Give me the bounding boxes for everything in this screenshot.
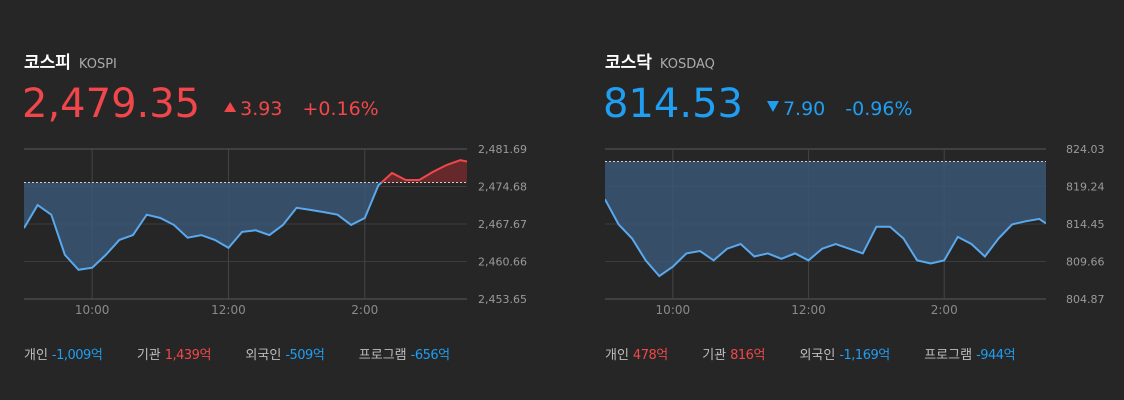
investor-value: -944	[976, 348, 1004, 363]
investor-label: 기관	[702, 348, 726, 363]
investor-value: -1,009	[52, 348, 91, 363]
y-tick-label: 824.03	[1066, 143, 1105, 156]
y-tick-label: 2,453.65	[478, 293, 527, 306]
investor-label: 기관	[137, 348, 161, 363]
y-tick-label: 2,467.67	[478, 218, 527, 231]
investor-value: 816	[730, 348, 754, 363]
x-tick-label: 2:00	[931, 303, 958, 317]
index-code: KOSDAQ	[660, 57, 715, 72]
change: 7.90	[783, 98, 825, 120]
x-tick-label: 12:00	[791, 303, 826, 317]
investor-value: -1,169	[839, 348, 878, 363]
change-pct: -0.96%	[845, 98, 912, 120]
investor-unit: 억	[313, 348, 325, 363]
y-tick-label: 809.66	[1066, 256, 1105, 269]
price: 2,479.35	[22, 81, 200, 127]
price-line	[605, 198, 1046, 278]
investor-unit: 억	[438, 348, 450, 363]
price-line	[24, 182, 383, 271]
x-tick-label: 10:00	[75, 303, 110, 317]
y-tick-label: 804.87	[1066, 293, 1105, 306]
investor-label: 개인	[605, 348, 629, 363]
investor-label: 외국인	[799, 348, 835, 363]
investor-unit: 억	[753, 348, 765, 363]
investor-value: 1,439	[165, 348, 200, 363]
y-tick-label: 2,460.66	[478, 256, 527, 269]
x-tick-label: 2:00	[351, 303, 378, 317]
price-line-up	[379, 159, 467, 183]
x-tick-label: 10:00	[656, 303, 691, 317]
change: 3.93	[240, 98, 282, 120]
y-tick-label: 814.45	[1066, 218, 1105, 231]
investor-unit: 억	[1004, 348, 1016, 363]
index-title: 코스닥	[605, 53, 652, 73]
investor-label: 프로그램	[924, 348, 972, 363]
investor-label: 외국인	[245, 348, 281, 363]
change-arrow	[766, 101, 779, 112]
investor-label: 프로그램	[359, 348, 407, 363]
investor-value: 478	[633, 348, 657, 363]
investor-unit: 억	[656, 348, 668, 363]
investor-value: -656	[411, 348, 439, 363]
y-tick-label: 2,474.68	[478, 181, 527, 194]
investor-unit: 억	[91, 348, 103, 363]
change-pct: +0.16%	[302, 98, 378, 120]
index-title: 코스피	[24, 53, 71, 73]
y-tick-label: 2,481.69	[478, 143, 527, 156]
change-arrow	[224, 102, 237, 112]
investor-unit: 억	[199, 348, 211, 363]
index-code: KOSPI	[79, 57, 117, 72]
investor-unit: 억	[878, 348, 890, 363]
investor-value: -509	[285, 348, 313, 363]
investor-label: 개인	[24, 348, 48, 363]
price: 814.53	[603, 81, 743, 127]
area-down	[24, 182, 382, 270]
area-down	[605, 161, 1046, 277]
x-tick-label: 12:00	[211, 303, 246, 317]
area-up	[24, 160, 467, 183]
y-tick-label: 819.24	[1066, 181, 1105, 194]
